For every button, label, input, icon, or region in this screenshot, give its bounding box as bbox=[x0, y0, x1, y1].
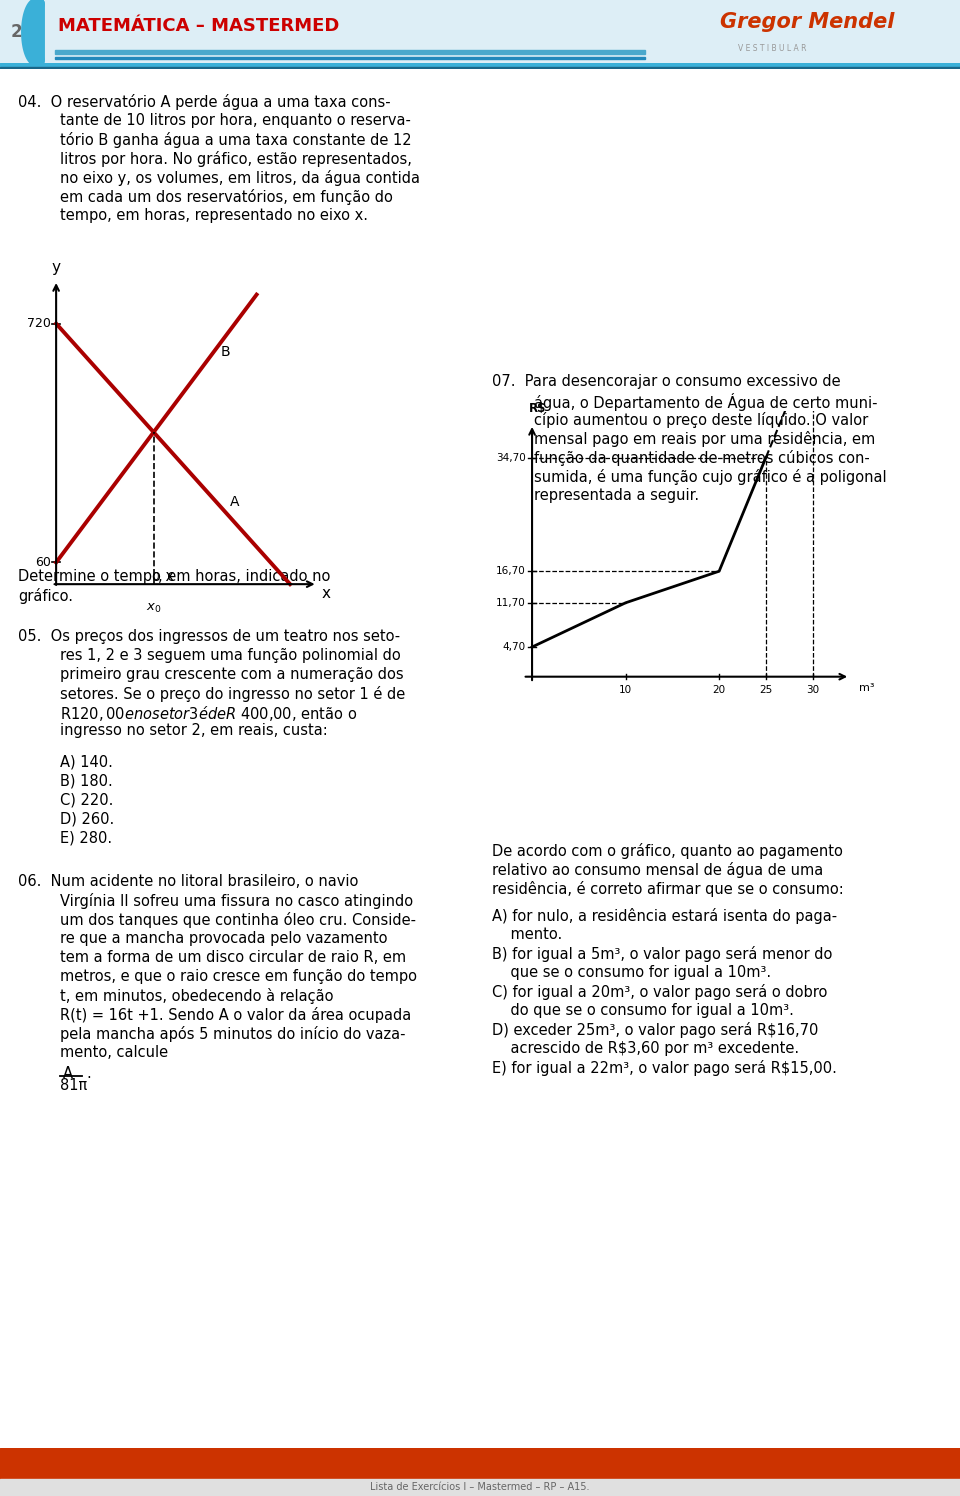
Bar bbox=[0, 1448, 960, 1480]
Text: 11,70: 11,70 bbox=[495, 598, 525, 607]
Text: A) for nulo, a residência estará isenta do paga-: A) for nulo, a residência estará isenta … bbox=[492, 908, 837, 925]
Text: tempo, em horas, representado no eixo x.: tempo, em horas, representado no eixo x. bbox=[60, 208, 368, 223]
Text: A: A bbox=[229, 495, 239, 509]
Text: R$: R$ bbox=[529, 401, 546, 414]
Text: y: y bbox=[52, 260, 60, 275]
Text: C) for igual a 20m³, o valor pago será o dobro: C) for igual a 20m³, o valor pago será o… bbox=[492, 984, 828, 1001]
Text: mensal pago em reais por uma residência, em: mensal pago em reais por uma residência,… bbox=[534, 431, 876, 447]
Text: primeiro grau crescente com a numeração dos: primeiro grau crescente com a numeração … bbox=[60, 667, 403, 682]
Bar bbox=[55, 57, 645, 60]
Text: Virgínia II sofreu uma fissura no casco atingindo: Virgínia II sofreu uma fissura no casco … bbox=[60, 893, 413, 910]
Bar bbox=[0, 1480, 960, 1496]
Text: E) for igual a 22m³, o valor pago será R$15,00.: E) for igual a 22m³, o valor pago será R… bbox=[492, 1061, 837, 1076]
Text: gráfico.: gráfico. bbox=[18, 588, 73, 603]
Text: R$ 120,00 e no setor 3 é de R$ 400,00, então o: R$ 120,00 e no setor 3 é de R$ 400,00, e… bbox=[60, 705, 357, 724]
Text: 0: 0 bbox=[152, 571, 158, 582]
Text: tório B ganha água a uma taxa constante de 12: tório B ganha água a uma taxa constante … bbox=[60, 132, 412, 148]
Text: R(t) = 16t +1. Sendo A o valor da área ocupada: R(t) = 16t +1. Sendo A o valor da área o… bbox=[60, 1007, 411, 1023]
Text: 07.  Para desencorajar o consumo excessivo de: 07. Para desencorajar o consumo excessiv… bbox=[492, 374, 841, 389]
Text: D) 260.: D) 260. bbox=[60, 811, 114, 826]
Text: um dos tanques que continha óleo cru. Conside-: um dos tanques que continha óleo cru. Co… bbox=[60, 913, 416, 929]
Text: 04.  O reservatório A perde água a uma taxa cons-: 04. O reservatório A perde água a uma ta… bbox=[18, 94, 391, 109]
Text: res 1, 2 e 3 seguem uma função polinomial do: res 1, 2 e 3 seguem uma função polinomia… bbox=[60, 648, 400, 663]
Text: B: B bbox=[221, 346, 230, 359]
Text: De acordo com o gráfico, quanto ao pagamento: De acordo com o gráfico, quanto ao pagam… bbox=[492, 844, 843, 859]
Text: ingresso no setor 2, em reais, custa:: ingresso no setor 2, em reais, custa: bbox=[60, 724, 327, 739]
Text: C) 220.: C) 220. bbox=[60, 793, 113, 808]
Text: re que a mancha provocada pelo vazamento: re que a mancha provocada pelo vazamento bbox=[60, 932, 388, 947]
Text: tem a forma de um disco circular de raio R, em: tem a forma de um disco circular de raio… bbox=[60, 950, 406, 965]
Text: 81π: 81π bbox=[60, 1079, 87, 1094]
Text: E) 280.: E) 280. bbox=[60, 830, 112, 845]
Text: água, o Departamento de Água de certo muni-: água, o Departamento de Água de certo mu… bbox=[534, 392, 877, 411]
Text: 20: 20 bbox=[712, 685, 726, 696]
Bar bbox=[0, 67, 960, 69]
Text: Gregor Mendel: Gregor Mendel bbox=[720, 12, 895, 31]
Text: 30: 30 bbox=[806, 685, 819, 696]
Text: B) 180.: B) 180. bbox=[60, 773, 112, 788]
Text: 05.  Os preços dos ingressos de um teatro nos seto-: 05. Os preços dos ingressos de um teatro… bbox=[18, 628, 400, 643]
Bar bbox=[0, 63, 960, 67]
Text: acrescido de R$3,60 por m³ excedente.: acrescido de R$3,60 por m³ excedente. bbox=[492, 1041, 799, 1056]
Text: t, em minutos, obedecendo à relação: t, em minutos, obedecendo à relação bbox=[60, 989, 333, 1004]
Text: que se o consumo for igual a 10m³.: que se o consumo for igual a 10m³. bbox=[492, 965, 771, 980]
Text: MATEMÁTICA – MASTERMED: MATEMÁTICA – MASTERMED bbox=[58, 16, 340, 34]
Text: 2: 2 bbox=[11, 22, 22, 42]
Text: representada a seguir.: representada a seguir. bbox=[534, 488, 699, 503]
Text: relativo ao consumo mensal de água de uma: relativo ao consumo mensal de água de um… bbox=[492, 862, 824, 878]
Text: cípio aumentou o preço deste líquido. O valor: cípio aumentou o preço deste líquido. O … bbox=[534, 411, 868, 428]
Text: do que se o consumo for igual a 10m³.: do que se o consumo for igual a 10m³. bbox=[492, 1004, 794, 1019]
Text: Determine o tempo x: Determine o tempo x bbox=[18, 568, 174, 583]
Text: metros, e que o raio cresce em função do tempo: metros, e que o raio cresce em função do… bbox=[60, 969, 417, 984]
Text: A) 140.: A) 140. bbox=[60, 754, 113, 769]
Text: mento, calcule: mento, calcule bbox=[60, 1046, 168, 1061]
Text: litros por hora. No gráfico, estão representados,: litros por hora. No gráfico, estão repre… bbox=[60, 151, 412, 166]
Text: D) exceder 25m³, o valor pago será R$16,70: D) exceder 25m³, o valor pago será R$16,… bbox=[492, 1022, 818, 1038]
Text: , em horas, indicado no: , em horas, indicado no bbox=[158, 568, 330, 583]
Text: 06.  Num acidente no litoral brasileiro, o navio: 06. Num acidente no litoral brasileiro, … bbox=[18, 875, 358, 890]
Text: 720: 720 bbox=[27, 317, 51, 331]
Bar bbox=[55, 51, 645, 54]
Text: 25: 25 bbox=[759, 685, 773, 696]
Text: .: . bbox=[86, 1067, 91, 1082]
Text: pela mancha após 5 minutos do início do vaza-: pela mancha após 5 minutos do início do … bbox=[60, 1026, 405, 1043]
Text: Lista de Exercícios I – Mastermed – RP – A15.: Lista de Exercícios I – Mastermed – RP –… bbox=[371, 1483, 589, 1493]
Text: mento.: mento. bbox=[492, 928, 563, 942]
Text: tante de 10 litros por hora, enquanto o reserva-: tante de 10 litros por hora, enquanto o … bbox=[60, 112, 411, 127]
Text: 10: 10 bbox=[619, 685, 633, 696]
Text: sumida, é uma função cujo gráfico é a poligonal: sumida, é uma função cujo gráfico é a po… bbox=[534, 468, 887, 485]
Text: residência, é correto afirmar que se o consumo:: residência, é correto afirmar que se o c… bbox=[492, 881, 844, 898]
Text: $x_0$: $x_0$ bbox=[146, 603, 161, 615]
Text: no eixo y, os volumes, em litros, da água contida: no eixo y, os volumes, em litros, da águ… bbox=[60, 169, 420, 186]
Text: 60: 60 bbox=[35, 557, 51, 568]
Text: função da quantidade de metros cúbicos con-: função da quantidade de metros cúbicos c… bbox=[534, 450, 870, 465]
Text: setores. Se o preço do ingresso no setor 1 é de: setores. Se o preço do ingresso no setor… bbox=[60, 685, 405, 702]
Text: B) for igual a 5m³, o valor pago será menor do: B) for igual a 5m³, o valor pago será me… bbox=[492, 947, 832, 962]
Text: 4,70: 4,70 bbox=[502, 642, 525, 652]
Text: 16,70: 16,70 bbox=[495, 565, 525, 576]
Text: A: A bbox=[63, 1067, 73, 1082]
Text: x: x bbox=[322, 586, 331, 601]
Text: m³: m³ bbox=[859, 684, 875, 693]
Text: em cada um dos reservatórios, em função do: em cada um dos reservatórios, em função … bbox=[60, 188, 393, 205]
Text: V E S T I B U L A R: V E S T I B U L A R bbox=[738, 43, 806, 52]
Text: 34,70: 34,70 bbox=[495, 452, 525, 462]
